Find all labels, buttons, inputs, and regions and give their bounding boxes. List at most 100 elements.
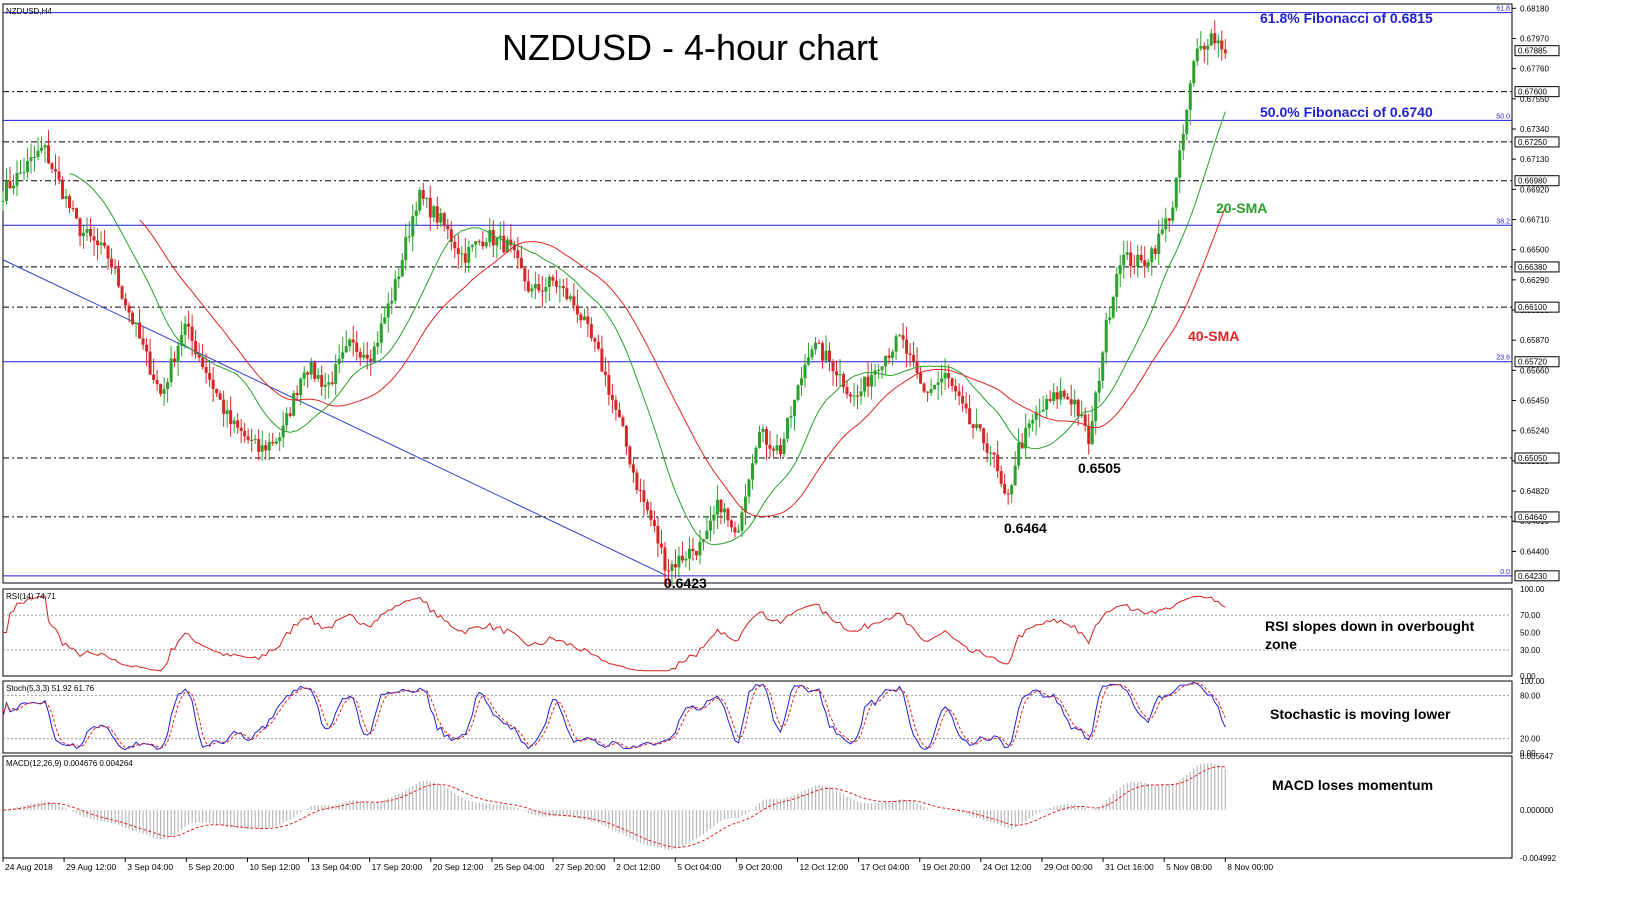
time-axis-label: 3 Sep 04:00 bbox=[127, 862, 173, 872]
candle-body bbox=[516, 250, 520, 258]
candle-body bbox=[1094, 392, 1098, 422]
candle-body bbox=[113, 267, 117, 269]
time-axis-label: 29 Aug 12:00 bbox=[66, 862, 116, 872]
candle-body bbox=[124, 298, 128, 306]
stoch-main-line bbox=[2, 681, 1226, 751]
candle-body bbox=[936, 382, 940, 385]
candle-body bbox=[26, 161, 30, 173]
candle-body bbox=[810, 349, 814, 358]
candle-body bbox=[82, 232, 86, 237]
candle-body bbox=[526, 281, 530, 292]
level-price-tag bbox=[1514, 570, 1560, 582]
candle-body bbox=[295, 392, 299, 396]
candle-body bbox=[414, 210, 418, 217]
time-axis-label: 25 Sep 04:00 bbox=[494, 862, 545, 872]
candle-body bbox=[344, 346, 348, 353]
stoch-signal-line bbox=[2, 682, 1226, 749]
candle-body bbox=[229, 410, 233, 425]
candle-body bbox=[1115, 274, 1119, 297]
candle-body bbox=[400, 260, 404, 277]
candle-body bbox=[40, 147, 44, 151]
candle-body bbox=[243, 431, 247, 437]
candle-body bbox=[996, 454, 1000, 472]
candle-body bbox=[15, 172, 19, 186]
time-axis-label: 31 Oct 16:00 bbox=[1105, 862, 1154, 872]
candle-body bbox=[215, 388, 219, 394]
candle-body bbox=[162, 389, 166, 394]
candle-body bbox=[180, 334, 184, 346]
candle-body bbox=[1041, 409, 1045, 412]
candle-body bbox=[1132, 266, 1136, 268]
candle-body bbox=[57, 171, 61, 180]
candle-body bbox=[194, 340, 198, 355]
candle-body bbox=[442, 213, 446, 226]
candle-body bbox=[1048, 398, 1052, 401]
candle-body bbox=[463, 253, 467, 263]
candle-body bbox=[43, 145, 47, 148]
candle-body bbox=[71, 208, 75, 210]
rsi-annotation-2: zone bbox=[1265, 636, 1297, 652]
candle-body bbox=[327, 382, 331, 385]
candle-body bbox=[8, 181, 12, 189]
price-axis-tick-label: 0.66710 bbox=[1520, 216, 1549, 225]
candle-body bbox=[264, 445, 268, 451]
candle-body bbox=[1164, 218, 1168, 230]
candle-body bbox=[726, 508, 730, 521]
candle-body bbox=[856, 395, 860, 397]
candle-body bbox=[705, 530, 709, 540]
candle-body bbox=[1209, 33, 1213, 46]
candle-body bbox=[558, 286, 562, 288]
candle-body bbox=[817, 342, 821, 344]
candle-body bbox=[246, 436, 250, 440]
candle-body bbox=[733, 527, 737, 533]
candle-body bbox=[502, 235, 506, 253]
candle-body bbox=[376, 342, 380, 347]
candle-body bbox=[421, 190, 425, 199]
candle-body bbox=[845, 387, 849, 395]
level-price-tag-label: 0.66380 bbox=[1518, 263, 1547, 272]
candle-body bbox=[481, 241, 485, 247]
candle-body bbox=[638, 489, 642, 491]
candle-body bbox=[19, 172, 23, 174]
candle-body bbox=[439, 213, 443, 223]
candle-body bbox=[92, 236, 96, 241]
candle-body bbox=[982, 428, 986, 444]
candle-body bbox=[435, 206, 439, 223]
candle-body bbox=[793, 399, 797, 416]
candle-body bbox=[961, 395, 965, 404]
candle-body bbox=[722, 508, 726, 513]
candle-body bbox=[425, 197, 429, 199]
stoch-header: Stoch(5,3,3) 51.92 61.76 bbox=[6, 684, 95, 693]
candle-body bbox=[383, 317, 387, 324]
candle-body bbox=[250, 439, 254, 441]
candle-body bbox=[253, 439, 257, 441]
candle-body bbox=[474, 241, 478, 245]
candle-body bbox=[428, 197, 432, 218]
candle-body bbox=[859, 391, 863, 397]
candle-body bbox=[1076, 399, 1080, 417]
time-axis-label: 10 Sep 12:00 bbox=[249, 862, 300, 872]
candle-body bbox=[89, 229, 93, 237]
candle-body bbox=[1125, 252, 1129, 255]
candle-body bbox=[1, 200, 5, 202]
level-price-tag-label: 0.66100 bbox=[1518, 303, 1547, 312]
price-axis-tick-label: 0.64400 bbox=[1520, 547, 1549, 556]
level-price-tag bbox=[1514, 86, 1560, 98]
candle-body bbox=[729, 520, 733, 528]
candle-body bbox=[1178, 150, 1182, 178]
candle-body bbox=[1108, 317, 1112, 321]
stoch-axis-label: 20.00 bbox=[1520, 735, 1541, 744]
candle-body bbox=[446, 225, 450, 230]
candle-body bbox=[898, 335, 902, 337]
candle-body bbox=[919, 372, 923, 384]
candle-body bbox=[666, 570, 670, 572]
candle-body bbox=[519, 257, 523, 269]
candle-body bbox=[1213, 33, 1217, 44]
candle-body bbox=[302, 372, 306, 379]
candle-body bbox=[1199, 45, 1203, 49]
candle-body bbox=[33, 157, 37, 159]
price-axis-tick-label: 0.68180 bbox=[1520, 4, 1549, 13]
time-axis-label: 24 Aug 2018 bbox=[5, 862, 53, 872]
candle-body bbox=[684, 558, 688, 561]
candle-body bbox=[838, 374, 842, 376]
